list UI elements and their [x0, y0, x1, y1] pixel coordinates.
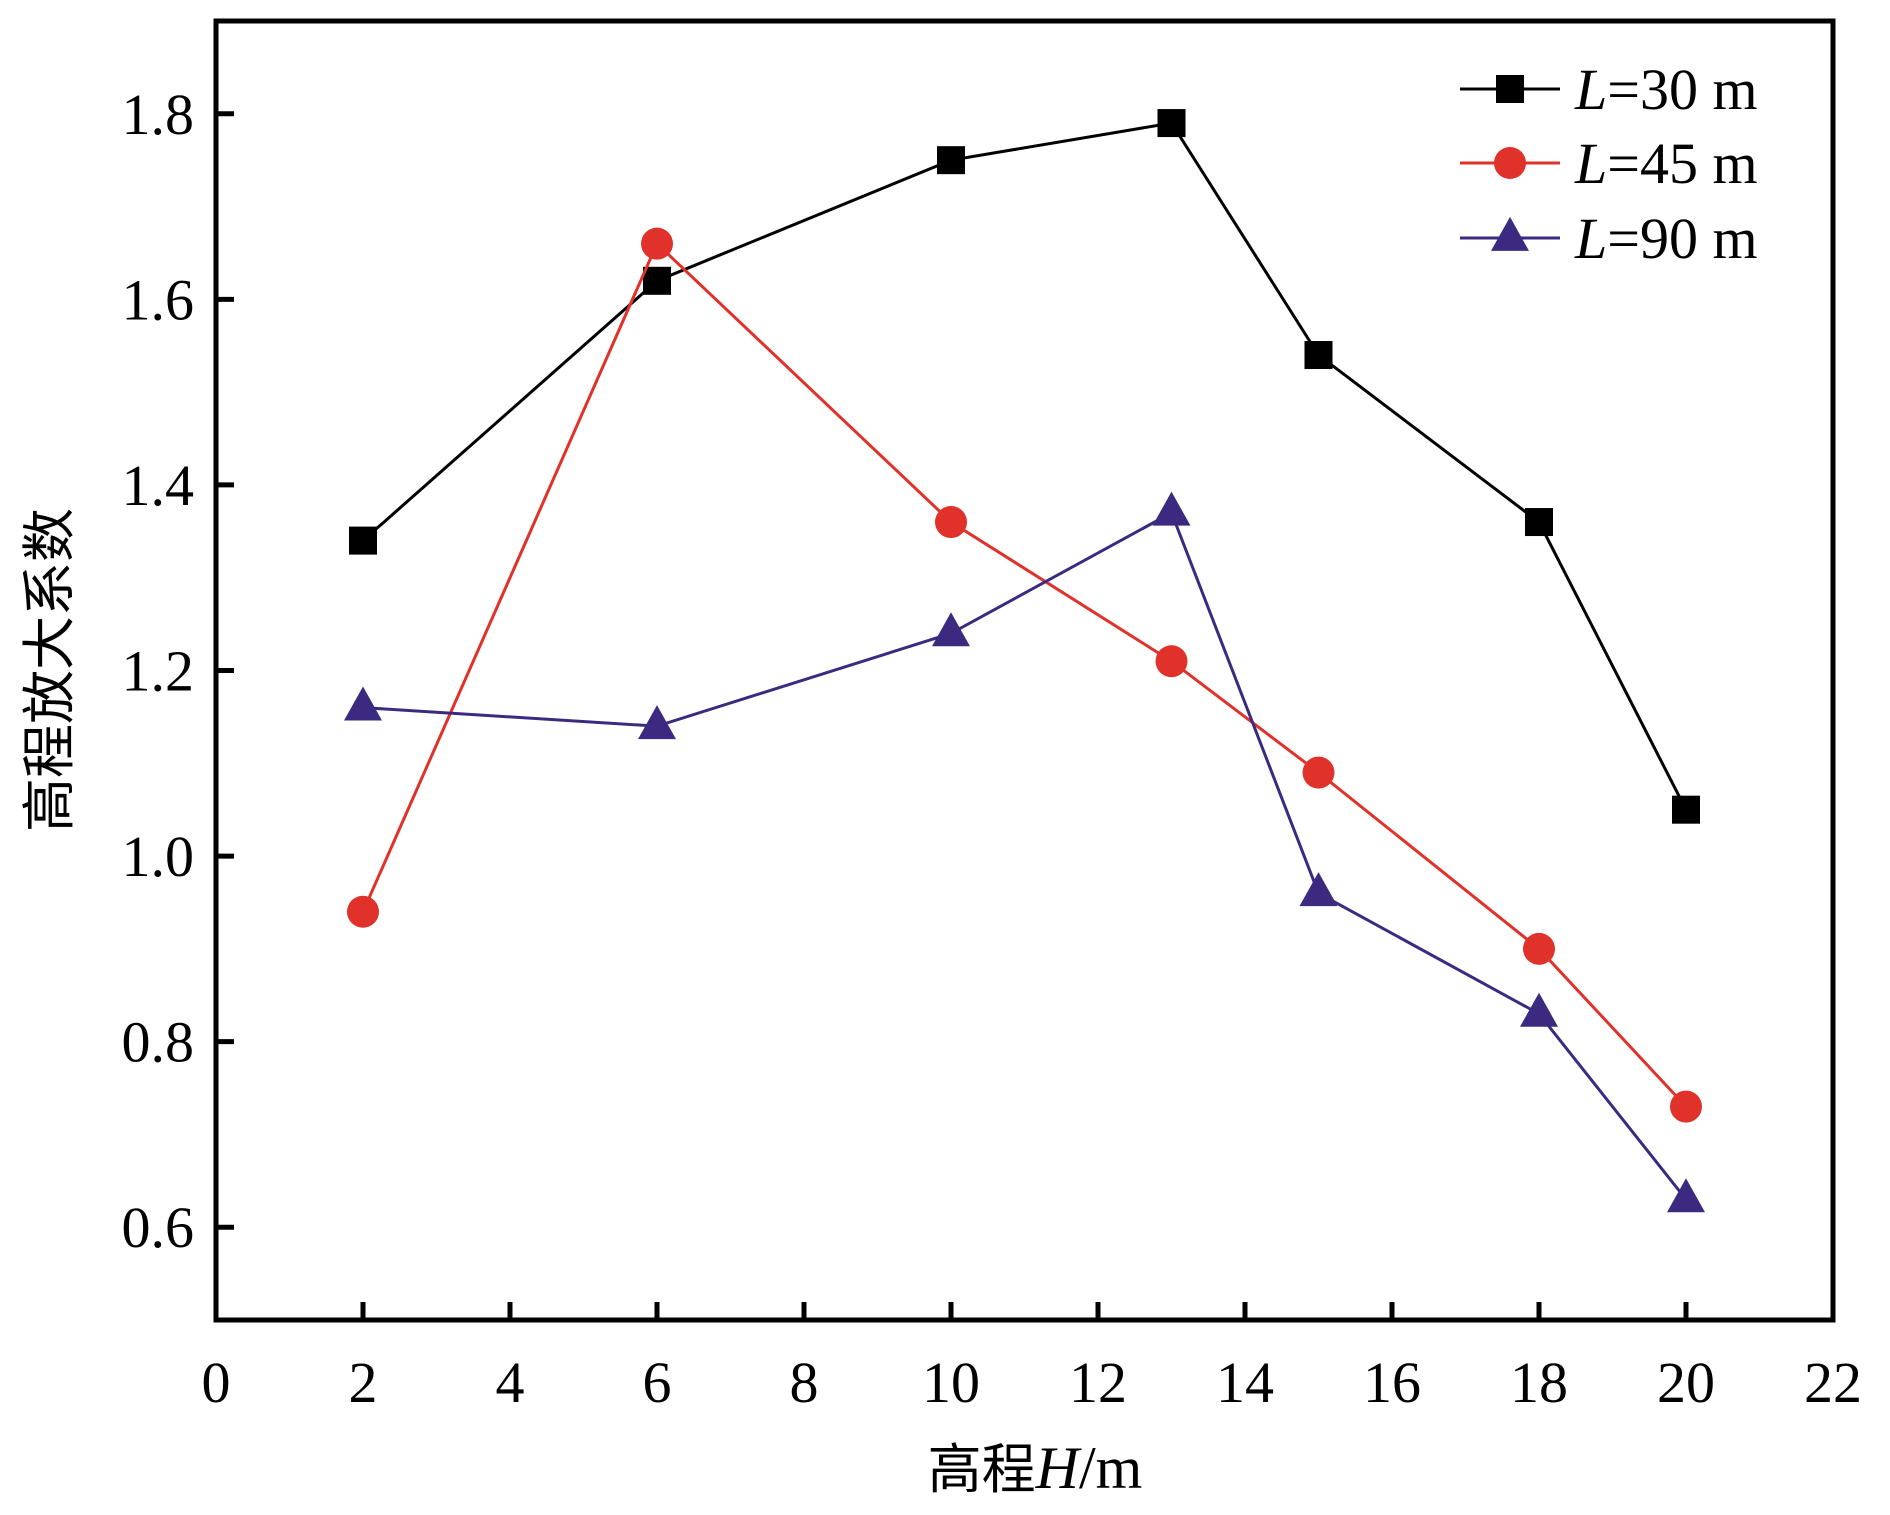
x-axis-title: 高程H/m	[928, 1435, 1143, 1501]
y-tick-label: 1.0	[122, 824, 195, 889]
x-tick-label: 4	[496, 1350, 525, 1415]
series-layer	[344, 109, 1705, 1213]
data-point-square	[1157, 109, 1186, 138]
x-tick-label: 18	[1510, 1350, 1568, 1415]
legend-label-value: =45 m	[1607, 131, 1757, 196]
y-tick-label: 1.8	[122, 82, 195, 147]
data-point-circle	[1302, 756, 1335, 789]
legend-marker-square	[1496, 75, 1524, 103]
data-point-square	[643, 266, 671, 295]
legend-label: L=90 m	[1574, 206, 1758, 271]
x-tick-label: 12	[1069, 1350, 1127, 1415]
legend-marker-triangle	[1491, 216, 1529, 251]
x-axis-title-unit: /m	[1079, 1435, 1142, 1501]
x-axis-title-variable: H	[1035, 1435, 1083, 1501]
x-tick-label: 20	[1657, 1350, 1715, 1415]
data-point-circle	[347, 895, 379, 928]
series-l-90-m	[344, 491, 1705, 1213]
legend: L=30 mL=45 mL=90 m	[1460, 57, 1758, 271]
data-point-triangle	[344, 686, 382, 721]
data-point-circle	[935, 506, 967, 539]
x-tick-label: 10	[922, 1350, 980, 1415]
legend-label: L=45 m	[1574, 131, 1758, 196]
y-tick-label: 0.8	[122, 1010, 195, 1075]
y-tick-label: 1.6	[122, 267, 195, 332]
data-point-square	[1304, 341, 1333, 370]
plot-frame	[213, 18, 1836, 1323]
x-tick-label: 14	[1216, 1350, 1274, 1415]
y-tick-label: 1.4	[122, 453, 195, 518]
data-point-triangle	[932, 612, 970, 647]
legend-label-variable: L	[1574, 131, 1607, 196]
legend-item: L=90 m	[1460, 206, 1758, 271]
y-tick-label: 1.2	[122, 639, 195, 704]
data-point-square	[1525, 508, 1553, 537]
legend-item: L=45 m	[1460, 131, 1758, 196]
series-line	[362, 510, 1688, 1201]
data-point-square	[1672, 795, 1700, 824]
x-tick-label: 16	[1363, 1350, 1421, 1415]
data-point-triangle	[1667, 1178, 1705, 1213]
data-point-triangle	[1520, 992, 1558, 1027]
data-point-circle	[1523, 932, 1555, 965]
legend-label-variable: L	[1574, 57, 1607, 122]
y-axis-title: 高程放大系数	[18, 508, 81, 832]
legend-label-value: =30 m	[1607, 57, 1757, 122]
data-point-triangle	[1299, 872, 1338, 907]
tick-labels: 0 2 4 6 8 10 12 14 16 18 20 22 0.6 0.8 1.0 1.2 1.4 1.6 1.8	[122, 82, 1863, 1415]
series-l-45-m	[347, 227, 1702, 1123]
x-tick-label: 22	[1804, 1350, 1862, 1415]
x-tick-label: 8	[790, 1350, 819, 1415]
x-tick-label: 2	[349, 1350, 378, 1415]
series-line	[361, 241, 1688, 1108]
data-point-square	[349, 526, 377, 555]
legend-label: L=30 m	[1574, 57, 1758, 122]
series-l-30-m	[349, 109, 1700, 824]
data-point-square	[937, 146, 965, 175]
axis-ticks	[216, 111, 1689, 1320]
series-line	[362, 121, 1688, 811]
legend-item: L=30 m	[1460, 57, 1758, 122]
legend-marker-circle	[1494, 147, 1526, 179]
data-point-circle	[641, 227, 673, 260]
x-tick-label: 0	[202, 1350, 231, 1415]
data-point-circle	[1155, 645, 1188, 678]
data-point-circle	[1670, 1090, 1702, 1123]
legend-label-value: =90 m	[1607, 206, 1757, 271]
x-axis-title-prefix: 高程	[928, 1438, 1036, 1501]
data-point-triangle	[1152, 491, 1191, 526]
legend-label-variable: L	[1574, 206, 1607, 271]
data-point-triangle	[638, 705, 676, 740]
x-tick-label: 6	[643, 1350, 672, 1415]
y-tick-label: 0.6	[122, 1195, 195, 1260]
